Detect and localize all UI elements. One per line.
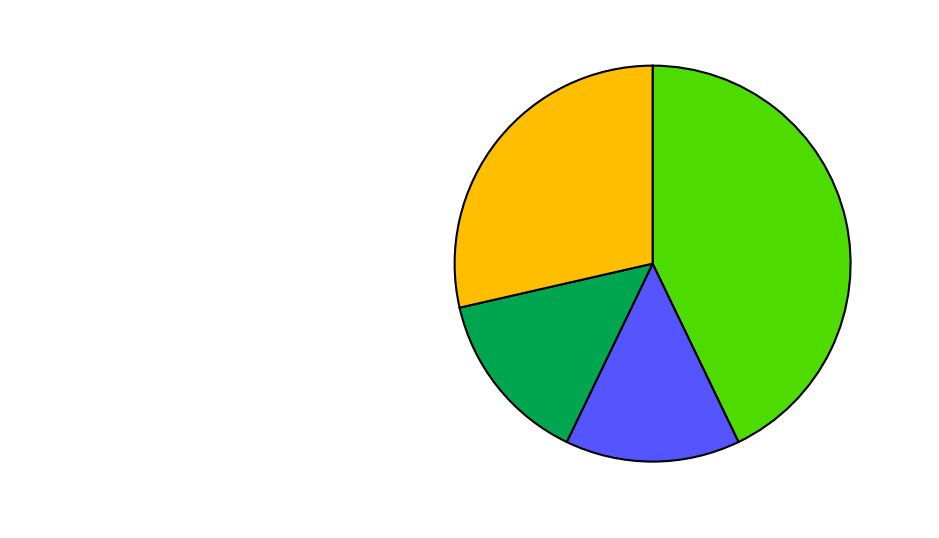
- Wedge shape: [454, 66, 653, 308]
- Wedge shape: [459, 264, 653, 442]
- Wedge shape: [653, 66, 851, 442]
- Wedge shape: [567, 264, 738, 462]
